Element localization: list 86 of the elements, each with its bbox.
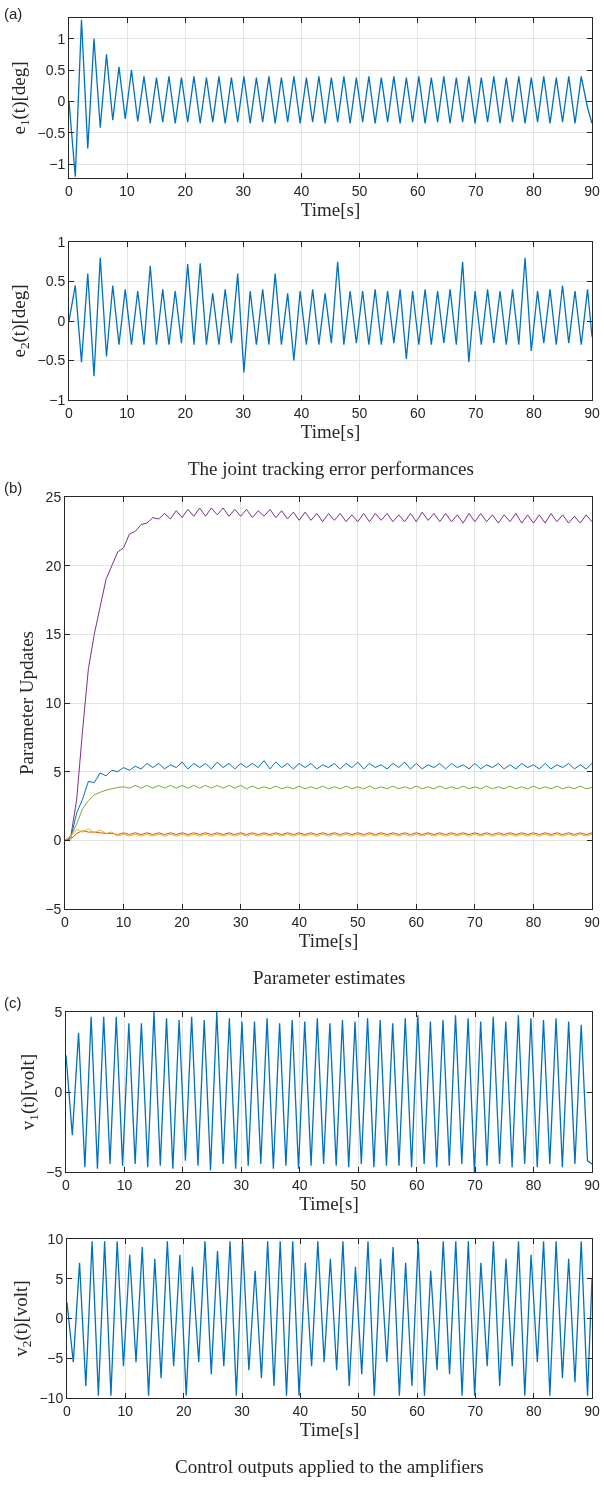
y-tick-label: −0.5 <box>37 352 66 369</box>
x-tick-label: 10 <box>119 404 136 421</box>
x-tick-label: 60 <box>408 913 425 930</box>
y-tick-label: 10 <box>47 1230 64 1247</box>
x-tick-label: 90 <box>584 1176 600 1193</box>
x-tick-label: 40 <box>293 404 310 421</box>
x-tick-label: 90 <box>584 182 600 199</box>
x-axis-title: Time[s] <box>299 1418 360 1440</box>
chart-title: (b) <box>4 479 23 496</box>
x-tick-label: 20 <box>177 404 194 421</box>
x-tick-label: 90 <box>584 404 600 421</box>
x-tick-label: 50 <box>351 182 368 199</box>
chart-title: (c) <box>4 994 22 1011</box>
chart-title: (a) <box>4 5 23 22</box>
text: The joint tracking error performances <box>188 458 474 479</box>
x-tick-label: 10 <box>119 182 136 199</box>
x-tick-label: 80 <box>526 404 542 421</box>
y-tick-label: −5 <box>47 1350 64 1367</box>
x-tick-label: 70 <box>467 913 483 930</box>
line-series <box>69 19 592 178</box>
x-tick-label: 60 <box>409 182 426 199</box>
x-tick-label: 50 <box>350 1176 367 1193</box>
y-tick-label: −0.5 <box>37 124 66 141</box>
x-tick-label: 20 <box>175 1402 192 1419</box>
text: Parameter estimates <box>253 967 406 988</box>
y-tick-label: −5 <box>46 1163 63 1180</box>
x-tick-label: 40 <box>292 1402 309 1419</box>
y-tick-label: 0 <box>54 1083 63 1100</box>
x-axis-title: Time[s] <box>300 198 361 220</box>
y-tick-label: 1 <box>57 30 66 47</box>
x-tick-label: 30 <box>234 1402 250 1419</box>
x-tick-label: 70 <box>467 182 484 199</box>
y-tick-label: −5 <box>45 900 62 917</box>
x-tick-label: 30 <box>235 182 252 199</box>
x-tick-label: 90 <box>584 913 600 930</box>
y-tick-label: 0.5 <box>45 61 66 78</box>
text: Control outputs applied to the amplifiers <box>175 1456 484 1477</box>
line-series <box>69 257 592 377</box>
x-tick-label: 20 <box>177 182 194 199</box>
x-tick-label: 80 <box>525 913 542 930</box>
x-tick-label: 70 <box>467 404 484 421</box>
x-tick-label: 80 <box>526 182 542 199</box>
x-tick-label: 40 <box>293 182 310 199</box>
line-series <box>66 1012 592 1172</box>
y-tick-label: −1 <box>49 391 66 408</box>
y-tick-label: −10 <box>39 1389 64 1406</box>
x-tick-label: 30 <box>232 913 249 930</box>
x-tick-label: 80 <box>525 1402 542 1419</box>
y-tick-label: −1 <box>49 156 66 173</box>
x-tick-label: 50 <box>350 1402 367 1419</box>
x-tick-label: 80 <box>525 1176 542 1193</box>
x-tick-label: 40 <box>291 913 308 930</box>
x-tick-label: 30 <box>235 404 252 421</box>
x-tick-label: 30 <box>233 1176 250 1193</box>
x-tick-label: 60 <box>409 1402 425 1419</box>
y-tick-label: 0 <box>57 312 66 329</box>
y-tick-label: 0 <box>55 1310 64 1327</box>
x-tick-label: 60 <box>408 1176 425 1193</box>
y-tick-label: 10 <box>45 694 62 711</box>
x-tick-label: 40 <box>291 1176 308 1193</box>
x-tick-label: 60 <box>409 404 426 421</box>
x-axis-title: Time[s] <box>300 420 361 442</box>
x-tick-label: 10 <box>117 1402 134 1419</box>
x-axis-title: Time[s] <box>299 1192 359 1214</box>
x-tick-label: 70 <box>467 1176 484 1193</box>
y-tick-label: 15 <box>45 626 62 643</box>
x-tick-label: 20 <box>175 1176 191 1193</box>
x-tick-label: 70 <box>467 1402 484 1419</box>
y-tick-label: 1 <box>57 233 66 250</box>
x-tick-label: 90 <box>584 1402 600 1419</box>
y-tick-label: 25 <box>45 488 62 505</box>
y-tick-label: 0 <box>53 832 62 849</box>
x-tick-label: 20 <box>174 913 191 930</box>
y-axis-title: Parameter Updates <box>16 630 38 776</box>
x-tick-label: 50 <box>351 404 368 421</box>
y-tick-label: 5 <box>53 763 62 780</box>
y-tick-label: 5 <box>55 1270 64 1287</box>
x-axis-title: Time[s] <box>298 929 359 951</box>
y-tick-label: 20 <box>45 557 62 574</box>
line-series <box>67 1240 592 1397</box>
y-tick-label: 5 <box>54 1003 63 1020</box>
x-tick-label: 10 <box>116 1176 133 1193</box>
x-tick-label: 10 <box>115 913 132 930</box>
y-tick-label: 0 <box>57 93 66 110</box>
x-tick-label: 50 <box>349 913 366 930</box>
y-tick-label: 0.5 <box>45 273 66 290</box>
